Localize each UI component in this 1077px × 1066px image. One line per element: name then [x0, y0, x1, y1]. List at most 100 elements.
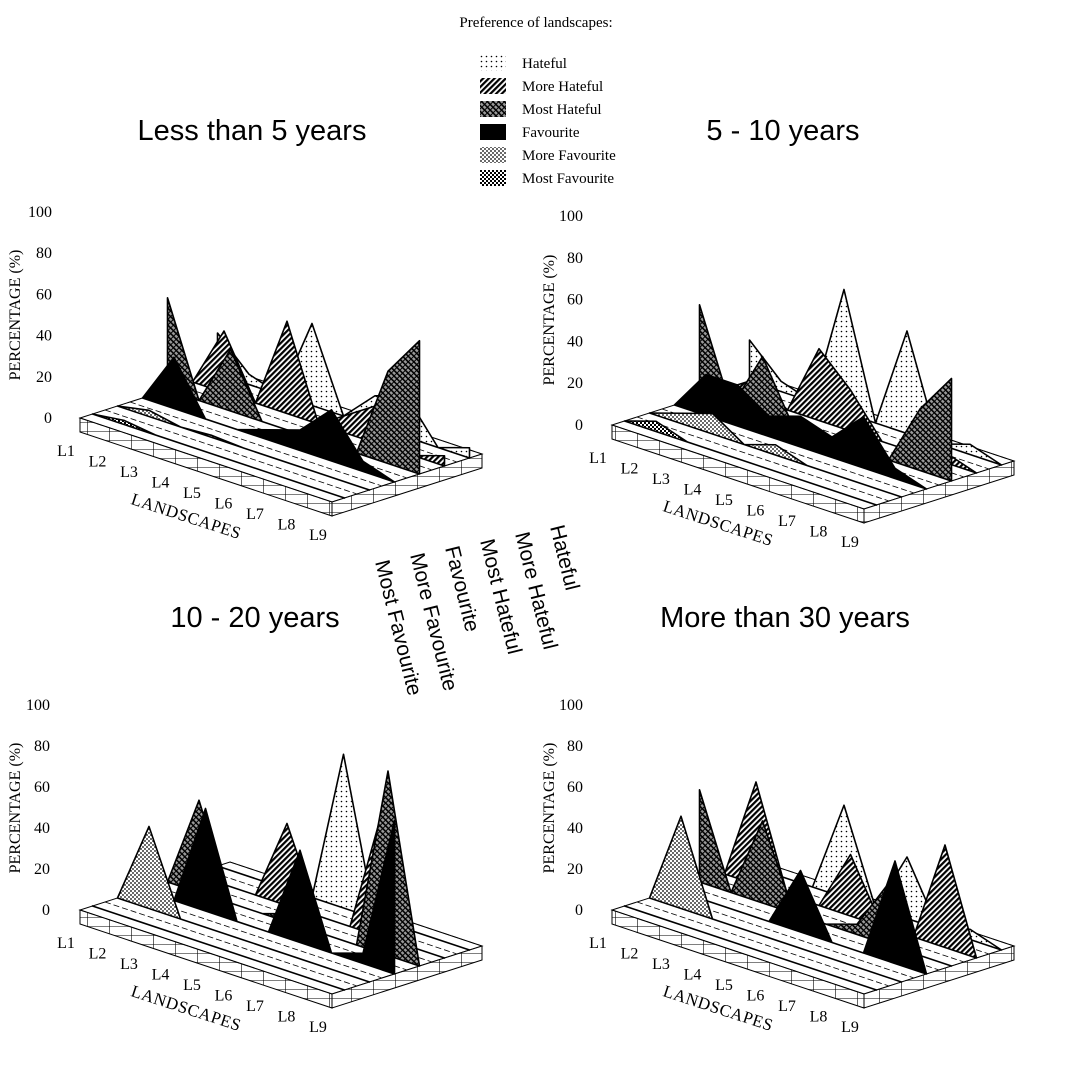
x-tick-label: L4: [152, 475, 170, 492]
legend-item: Most Hateful: [480, 101, 602, 118]
y-tick-label: 20: [567, 861, 583, 878]
y-tick-label: 80: [36, 245, 52, 262]
x-tick-label: L1: [57, 443, 75, 460]
x-tick-label: L2: [89, 946, 107, 963]
floor-lane-line: [79, 417, 333, 503]
x-tick-label: L5: [183, 485, 201, 502]
panel-title: More than 30 years: [660, 602, 910, 634]
series-ribbon: [91, 413, 346, 499]
x-tick-label: L4: [684, 482, 702, 499]
floor-lane-line: [661, 408, 915, 494]
series-ribbon: [141, 807, 396, 975]
x-tick-label: L8: [278, 517, 296, 534]
x-tick-label: L9: [841, 1019, 859, 1036]
x-tick-label: L3: [120, 464, 138, 481]
y-tick-label: 20: [567, 375, 583, 392]
floor-lane-line: [79, 909, 333, 995]
series-axis-label: Hateful: [545, 523, 583, 593]
legend-swatch: [480, 55, 506, 71]
y-tick-label: 0: [575, 902, 583, 919]
legend-item: Hateful: [480, 55, 567, 72]
x-tick-label: L4: [152, 967, 170, 984]
x-tick-label: L8: [810, 524, 828, 541]
x-tick-label: L6: [747, 503, 765, 520]
y-tick-label: 60: [567, 779, 583, 796]
floor-lane-line: [636, 416, 890, 502]
legend-swatch: [480, 170, 506, 186]
y-tick-label: 0: [44, 410, 52, 427]
x-tick-label: L9: [841, 534, 859, 551]
legend-label: Most Hateful: [522, 102, 602, 118]
legend: Preference of landscapes: Hateful More H…: [459, 15, 616, 187]
floor-lane-line: [129, 893, 383, 979]
x-tick-label: L3: [652, 956, 670, 973]
x-tick-label: L7: [778, 998, 796, 1015]
legend-swatch: [480, 101, 506, 117]
panel-less-than-5-years: Less than 5 years 100 80 60 40 20 0 PERCENTAGE …: [7, 115, 484, 544]
floor-lane-line: [661, 893, 915, 979]
x-tick-label: L3: [120, 956, 138, 973]
x-tick-label: L8: [278, 1009, 296, 1026]
legend-swatch: [480, 124, 506, 140]
y-tick-label: 80: [567, 250, 583, 267]
x-tick-label: L7: [246, 998, 264, 1015]
y-tick-label: 80: [567, 738, 583, 755]
x-tick-label: L5: [715, 977, 733, 994]
series-ribbon: [748, 288, 1003, 466]
y-tick-label: 100: [559, 208, 583, 225]
x-tick-label: L7: [246, 506, 264, 523]
y-tick-label: 40: [567, 333, 583, 350]
series-ribbon: [116, 825, 371, 983]
x-tick-label: L2: [621, 461, 639, 478]
floor-lane-line: [611, 909, 865, 995]
panel-title: 5 - 10 years: [706, 115, 859, 147]
floor-lane-line: [636, 901, 890, 987]
y-tick-label: 100: [26, 697, 50, 714]
x-tick-label: L2: [621, 946, 639, 963]
y-tick-label: 60: [36, 286, 52, 303]
x-tick-label: L7: [778, 513, 796, 530]
floor-lane-line: [611, 424, 865, 510]
x-tick-label: L6: [215, 988, 233, 1005]
y-tick-label: 20: [36, 369, 52, 386]
floor-lane-line: [229, 369, 483, 455]
series-ribbon: [116, 405, 371, 491]
legend-label: More Hateful: [522, 79, 603, 95]
series-ribbon: [673, 373, 928, 490]
x-tick-label: L1: [589, 935, 607, 952]
legend-item: More Hateful: [480, 78, 603, 95]
y-tick-label: 60: [34, 779, 50, 796]
y-tick-label: 40: [567, 820, 583, 837]
x-tick-label: L9: [309, 527, 327, 544]
x-tick-label: L1: [57, 935, 75, 952]
x-tick-label: L5: [715, 492, 733, 509]
legend-item: More Favourite: [480, 147, 616, 164]
series-ribbon: [91, 905, 346, 991]
y-tick-label: 20: [34, 861, 50, 878]
y-tick-label: 80: [34, 738, 50, 755]
y-axis-label: PERCENTAGE (%): [541, 255, 558, 386]
series-ribbon: [648, 412, 903, 498]
floor-lane-line: [104, 901, 358, 987]
series-ribbon: [723, 781, 978, 959]
legend-item: Most Favourite: [480, 170, 614, 187]
x-tick-label: L6: [215, 496, 233, 513]
panel-title: Less than 5 years: [138, 115, 367, 147]
series-ribbon: [648, 815, 903, 983]
legend-swatch: [480, 78, 506, 94]
y-tick-label: 60: [567, 292, 583, 309]
y-axis-label: PERCENTAGE (%): [541, 743, 558, 874]
floor-lane-line: [229, 861, 483, 947]
legend-item: Favourite: [480, 124, 580, 141]
y-tick-label: 40: [36, 328, 52, 345]
x-tick-label: L4: [684, 967, 702, 984]
y-tick-label: 0: [575, 417, 583, 434]
x-tick-label: L5: [183, 977, 201, 994]
panel-more-than-30-years: More than 30 years 100 80 60 40 20 0 PERCENTAGE…: [541, 602, 1016, 1036]
floor-lane-line: [104, 409, 358, 495]
x-tick-label: L3: [652, 471, 670, 488]
panel-title: 10 - 20 years: [170, 602, 339, 634]
series-ribbon: [623, 905, 878, 991]
y-tick-label: 40: [34, 820, 50, 837]
